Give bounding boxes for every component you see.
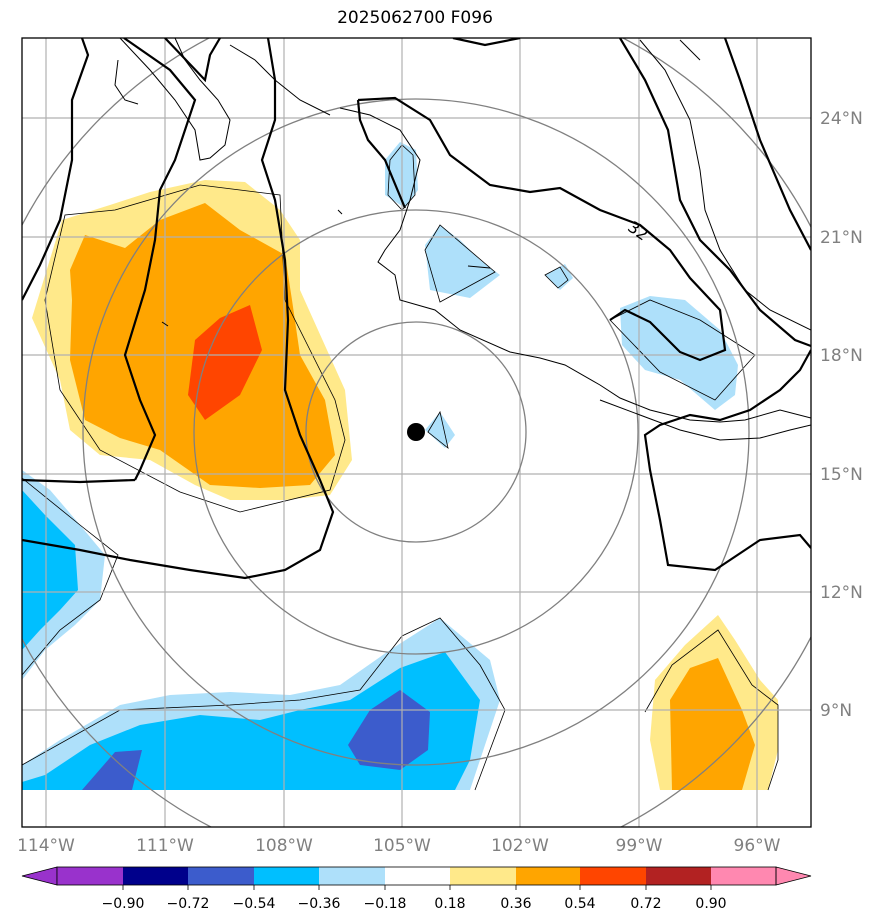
negative-anomaly-south-core-2 xyxy=(82,750,142,790)
anomaly-fields xyxy=(22,142,778,790)
lat-tick-label: 12°N xyxy=(820,583,863,603)
negative-anomaly-center xyxy=(425,412,455,448)
lat-tick-label: 18°N xyxy=(820,346,863,366)
thick-contours xyxy=(22,38,811,580)
range-rings xyxy=(22,38,811,827)
colorbar-tick-label: 0.72 xyxy=(630,896,661,912)
lon-tick-label: 105°W xyxy=(373,836,431,856)
colorbar-segment xyxy=(254,867,319,885)
colorbar-tick-label: −0.36 xyxy=(298,896,341,912)
positive-anomaly-west-core xyxy=(188,305,262,420)
lat-lon-grid xyxy=(22,38,811,827)
negative-anomaly-west-inner xyxy=(22,490,78,650)
colorbar-segment xyxy=(123,867,188,885)
colorbar: −0.90 −0.72 −0.54 −0.36 −0.18 0.18 0.36 … xyxy=(21,866,812,912)
map-title: 2025062700 F096 xyxy=(337,8,493,28)
colorbar-segment xyxy=(385,867,450,885)
map-area[interactable]: 32 xyxy=(0,0,861,877)
lat-tick-label: 9°N xyxy=(820,701,852,721)
colorbar-extend-max xyxy=(775,866,812,886)
coastlines xyxy=(114,38,811,441)
lon-tick-label: 102°W xyxy=(491,836,549,856)
colorbar-segment xyxy=(580,867,646,885)
lon-tick-label: 96°W xyxy=(734,836,781,856)
lat-tick-label: 21°N xyxy=(820,228,863,248)
colorbar-segment xyxy=(646,867,711,885)
colorbar-segment xyxy=(516,867,580,885)
storm-center-marker xyxy=(407,423,425,441)
colorbar-tick-label: −0.90 xyxy=(102,896,145,912)
colorbar-segment xyxy=(57,867,123,885)
negative-anomaly-east xyxy=(620,296,738,410)
map-frame xyxy=(21,37,812,828)
lat-tick-labels: 24°N 21°N 18°N 15°N 12°N 9°N xyxy=(820,109,863,721)
colorbar-tick-label: 0.54 xyxy=(564,896,595,912)
positive-anomaly-southeast-inner xyxy=(670,658,755,790)
colorbar-tick-label: 0.90 xyxy=(695,896,726,912)
colorbar-tick-label: −0.72 xyxy=(167,896,210,912)
colorbar-tick-label: 0.18 xyxy=(434,896,465,912)
colorbar-tick-label: −0.54 xyxy=(233,896,276,912)
colorbar-tick-label: 0.36 xyxy=(500,896,531,912)
colorbar-extend-min xyxy=(21,866,58,886)
lon-tick-label: 111°W xyxy=(136,836,194,856)
lon-tick-label: 99°W xyxy=(616,836,663,856)
colorbar-segment xyxy=(319,867,385,885)
colorbar-segment xyxy=(188,867,254,885)
colorbar-segment xyxy=(711,867,776,885)
lon-tick-label: 114°W xyxy=(17,836,75,856)
negative-anomaly-north-3 xyxy=(545,264,573,290)
colorbar-segment xyxy=(450,867,516,885)
lat-tick-label: 15°N xyxy=(820,465,863,485)
lat-tick-label: 24°N xyxy=(820,109,863,129)
colorbar-tick-label: −0.18 xyxy=(364,896,407,912)
lon-tick-labels: 114°W 111°W 108°W 105°W 102°W 99°W 96°W xyxy=(17,836,781,856)
lon-tick-label: 108°W xyxy=(255,836,313,856)
